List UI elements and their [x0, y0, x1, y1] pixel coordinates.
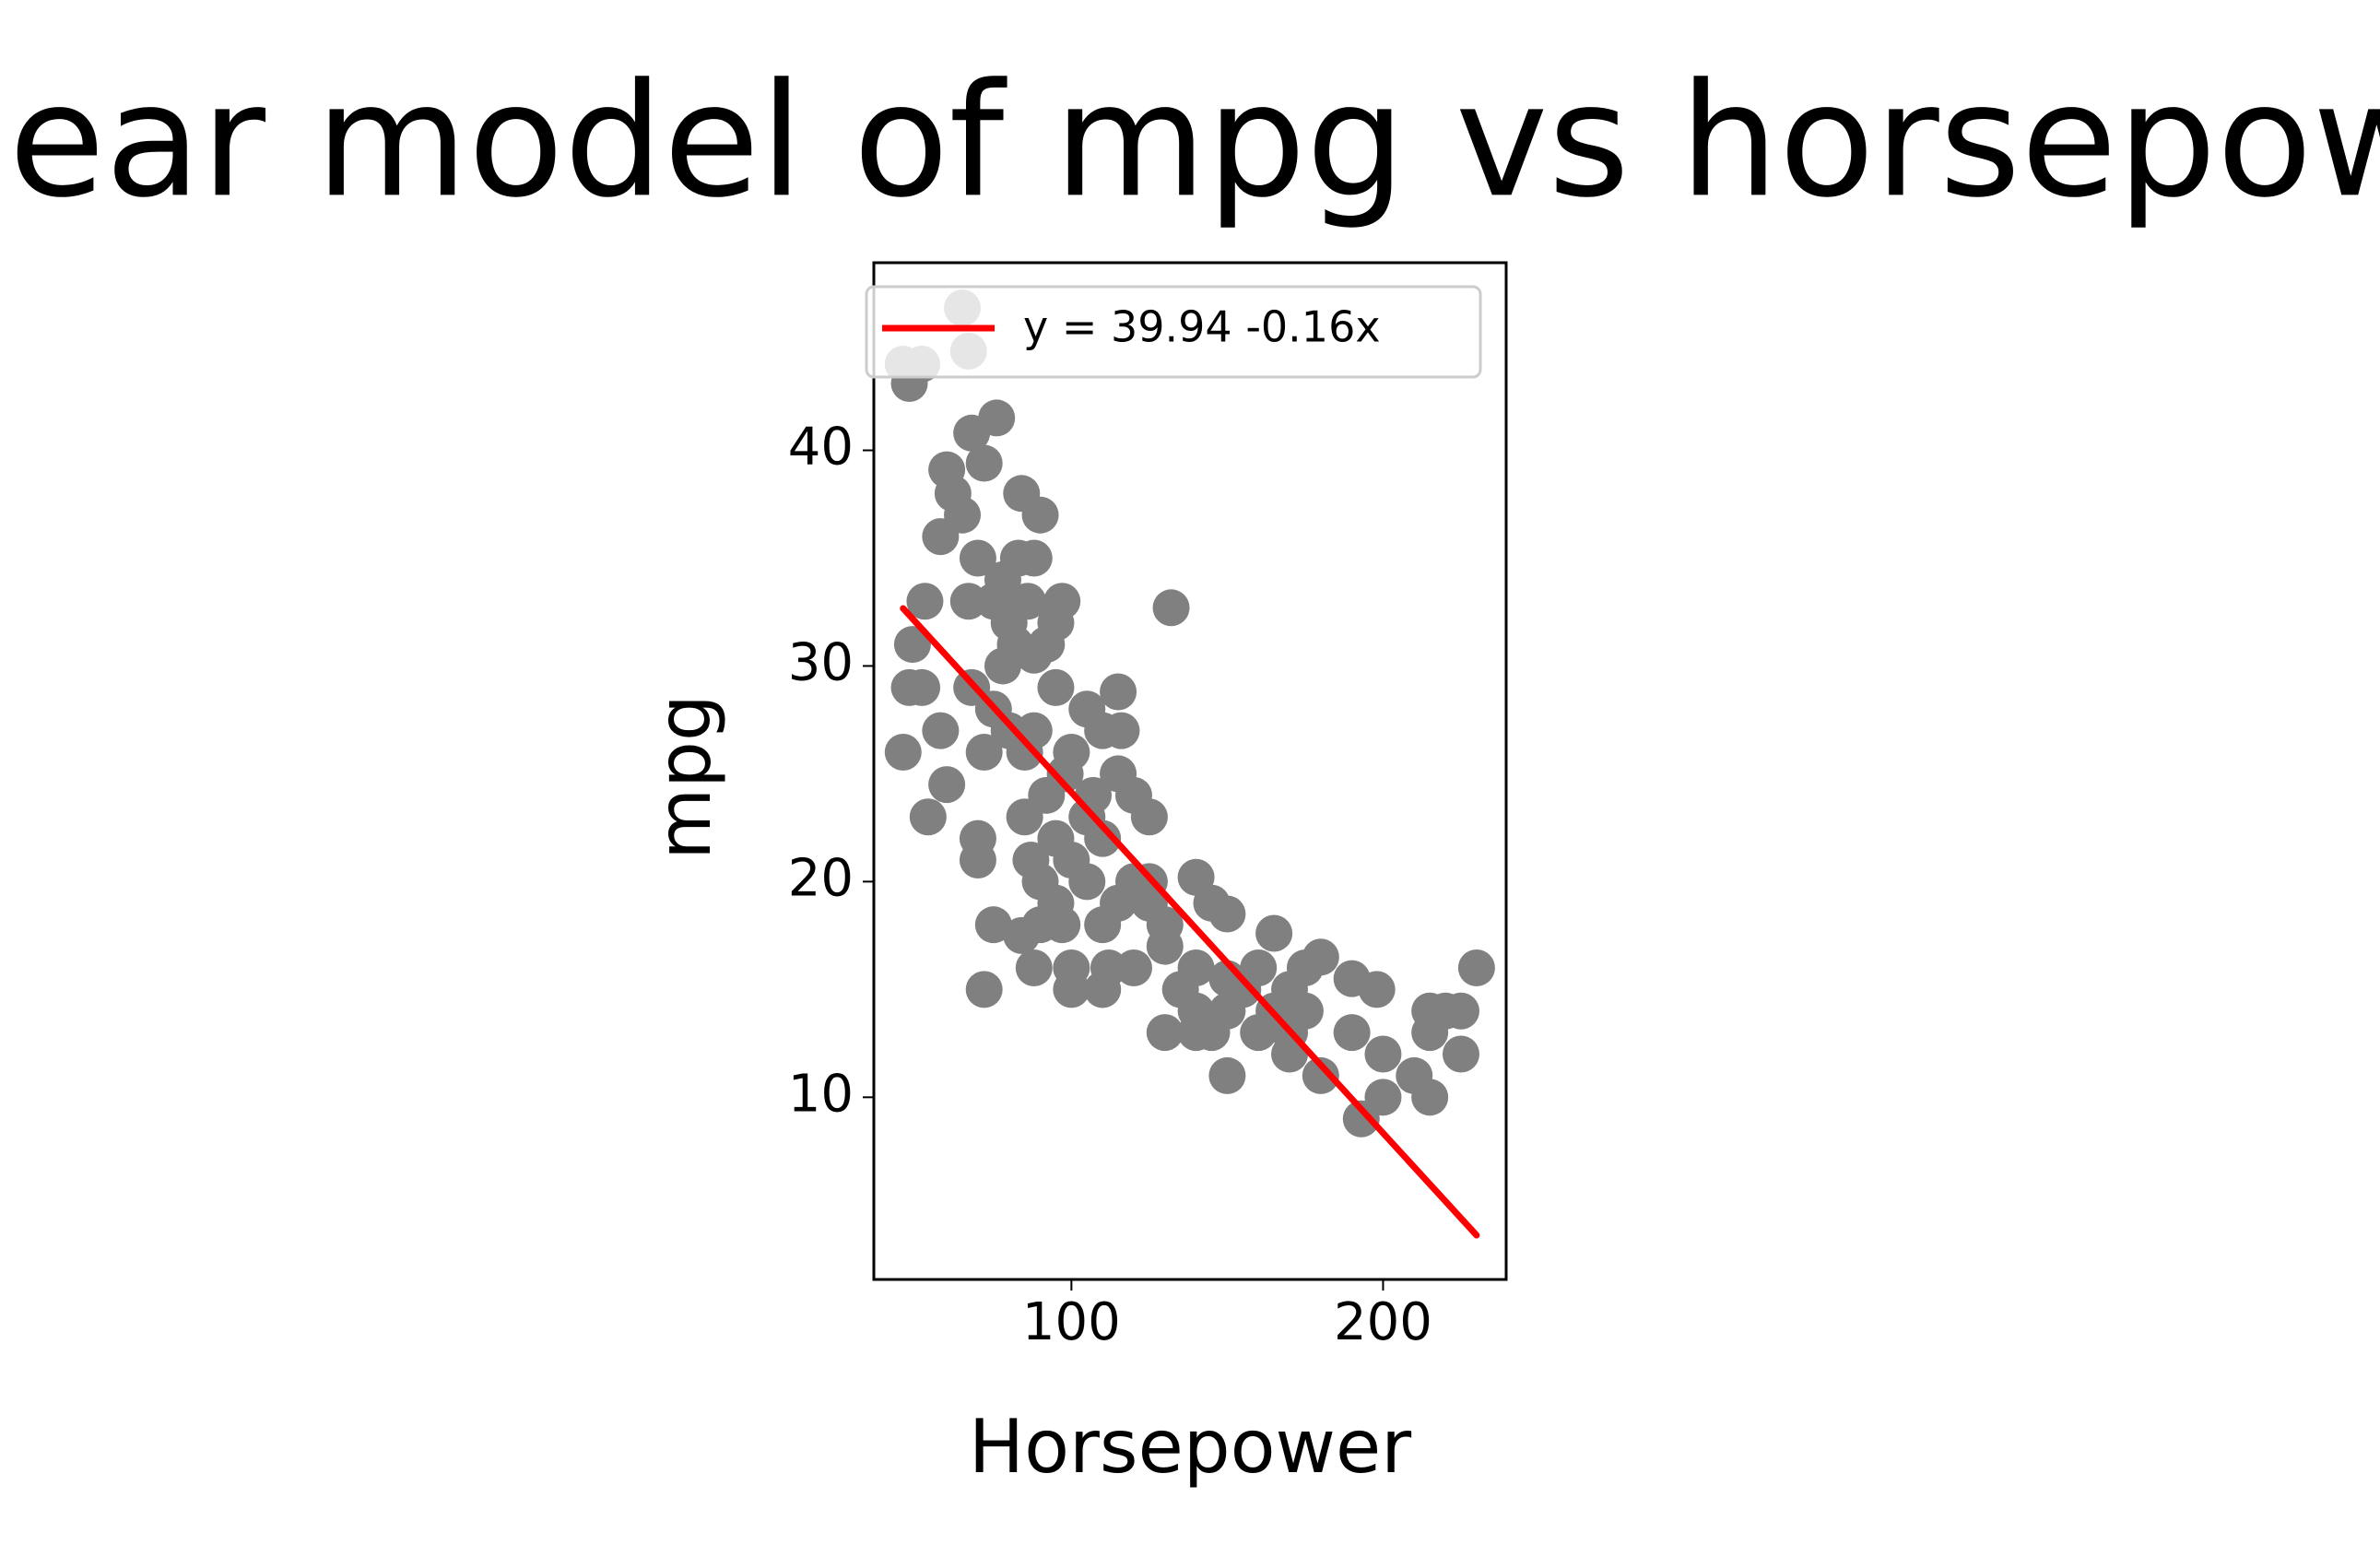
data-point — [1015, 949, 1053, 986]
x-tick-label: 200 — [1334, 1292, 1432, 1352]
data-point — [1333, 1014, 1371, 1052]
data-point — [1457, 949, 1495, 986]
data-point — [1152, 589, 1190, 627]
data-point — [949, 583, 987, 620]
data-point — [1084, 971, 1122, 1008]
data-point — [1100, 673, 1137, 711]
x-axis-label: Horsepower — [969, 1404, 1411, 1490]
legend-box — [865, 285, 1482, 379]
data-point — [1053, 949, 1090, 986]
data-point — [1146, 1014, 1184, 1052]
data-point — [1146, 906, 1184, 944]
x-tick-label: 100 — [1022, 1292, 1121, 1352]
data-point — [1177, 949, 1215, 986]
data-point — [1364, 1079, 1402, 1116]
data-point — [893, 626, 931, 664]
data-point — [1046, 755, 1084, 793]
data-point — [1075, 776, 1113, 814]
y-tick-label: 40 — [788, 418, 854, 477]
data-point — [884, 734, 922, 772]
y-axis-label: mpg — [642, 694, 727, 860]
data-point — [1302, 938, 1339, 976]
data-point — [1411, 1014, 1449, 1052]
data-point — [978, 399, 1016, 437]
data-point — [1364, 1035, 1402, 1073]
y-tick-label: 20 — [788, 849, 854, 909]
data-point — [928, 451, 966, 489]
axes-frame — [872, 261, 1508, 1281]
legend-label: y = 39.94 -0.16x — [1023, 302, 1381, 352]
data-point — [1043, 906, 1081, 944]
data-point — [1015, 636, 1053, 674]
data-point — [1037, 668, 1075, 706]
chart-title: Linear model of mpg vs horsepower — [0, 50, 2380, 232]
data-point — [1302, 1056, 1339, 1094]
data-point — [1442, 1035, 1479, 1073]
data-point — [959, 539, 996, 577]
data-point — [974, 906, 1012, 944]
data-point — [1084, 712, 1122, 749]
data-point — [990, 712, 1028, 749]
data-point — [1208, 895, 1246, 933]
data-point — [959, 841, 996, 878]
data-point — [965, 734, 1003, 772]
data-point — [1130, 798, 1168, 836]
data-point — [1012, 841, 1050, 878]
data-point — [1009, 583, 1047, 620]
data-point — [944, 496, 982, 534]
data-point — [1442, 992, 1479, 1030]
data-point — [1255, 914, 1293, 952]
data-point — [903, 668, 941, 706]
data-point — [1043, 583, 1081, 620]
data-point — [1358, 971, 1396, 1008]
data-point — [999, 539, 1037, 577]
data-point — [1411, 1079, 1449, 1116]
data-point — [1177, 992, 1215, 1030]
data-point — [909, 798, 947, 836]
data-point — [1240, 949, 1278, 986]
data-point — [965, 444, 1003, 482]
data-point — [922, 712, 960, 749]
fit-line — [900, 605, 1480, 1239]
data-point — [1208, 1056, 1246, 1094]
data-point — [906, 583, 944, 620]
data-point — [928, 766, 966, 804]
y-tick-label: 30 — [788, 633, 854, 693]
data-point — [1006, 798, 1043, 836]
data-point — [1053, 841, 1090, 878]
y-tick-label: 10 — [788, 1064, 854, 1124]
data-point — [965, 971, 1003, 1008]
data-point — [1021, 496, 1059, 534]
